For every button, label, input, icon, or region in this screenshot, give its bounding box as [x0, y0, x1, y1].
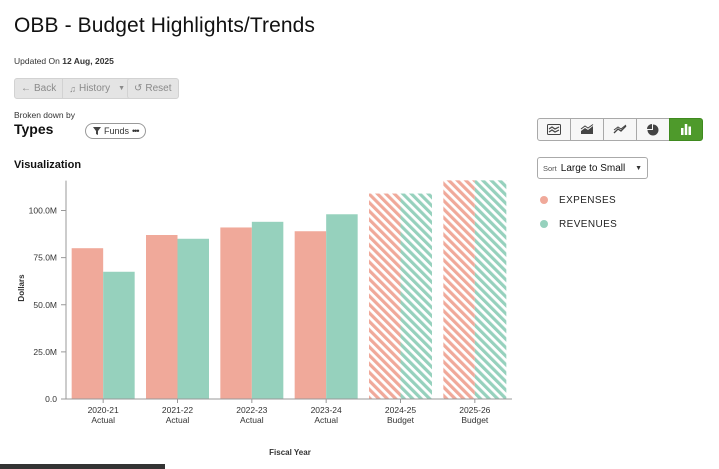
reset-label: Reset [145, 83, 172, 94]
bar-expenses-2021-22 [146, 235, 178, 399]
bar-chart-button[interactable] [669, 118, 703, 141]
x-tick-label-kind: Budget [461, 415, 489, 425]
bar-revenues-2025-26 [474, 180, 507, 399]
visualization-title: Visualization [14, 159, 82, 171]
reset-button[interactable]: ↺ Reset [127, 78, 179, 99]
more-dots-icon: ••• [132, 126, 140, 136]
bar-expenses-2024-25 [369, 193, 401, 399]
bar-revenues-2022-23 [251, 221, 284, 399]
history-dropdown-button[interactable]: ♫ History ▼ [63, 78, 133, 99]
funds-filter-label: Funds [104, 126, 130, 136]
stacked-area-icon [547, 124, 561, 135]
bar-revenues-2024-25 [400, 193, 432, 399]
history-icon: ♫ [69, 83, 76, 94]
x-tick-label-year: 2022-23 [236, 405, 267, 415]
chart-legend: EXPENSES REVENUES [540, 188, 617, 236]
bar-expenses-2023-24 [294, 231, 327, 399]
history-nav-group: ← Back ♫ History ▼ [14, 78, 133, 99]
chart-type-switcher [537, 118, 703, 141]
x-tick-label-year: 2020-21 [88, 405, 119, 415]
history-label: History [78, 83, 111, 94]
y-tick-label: 75.0M [33, 253, 57, 263]
back-button[interactable]: ← Back [14, 78, 64, 99]
pie-chart-button[interactable] [636, 118, 670, 141]
y-axis: 0.0 25.0M 50.0M 75.0M 100.0M [29, 180, 67, 404]
legend-dot-expenses [540, 196, 548, 204]
legend-label-revenues: REVENUES [559, 218, 618, 230]
breakdown-value: Types [14, 121, 54, 137]
caret-down-icon: ▼ [635, 164, 642, 172]
bar-revenues-2020-21 [103, 271, 135, 399]
sort-value: Large to Small [560, 162, 626, 174]
x-axis-title: Fiscal Year [269, 448, 311, 457]
area-chart-button[interactable] [570, 118, 604, 141]
page-title: OBB - Budget Highlights/Trends [14, 14, 316, 37]
sort-dropdown[interactable]: Sort Large to Small ▼ [537, 157, 648, 179]
x-tick-label-year: 2025-26 [459, 405, 490, 415]
legend-label-expenses: EXPENSES [559, 194, 617, 206]
x-tick-label-kind: Actual [314, 415, 338, 425]
bars-group [71, 180, 507, 399]
reset-icon: ↺ [134, 83, 143, 94]
x-tick-label-kind: Actual [166, 415, 190, 425]
x-tick-label-kind: Actual [91, 415, 115, 425]
updated-on-text: Updated On 12 Aug, 2025 [14, 56, 114, 66]
pie-icon [647, 123, 659, 135]
scrollbar-thumb[interactable] [0, 464, 165, 469]
bar-expenses-2022-23 [220, 227, 252, 399]
y-tick-label: 50.0M [33, 300, 57, 310]
updated-prefix: Updated On [14, 56, 60, 66]
funds-filter-pill[interactable]: Funds ••• [85, 123, 147, 139]
legend-item-expenses[interactable]: EXPENSES [540, 188, 617, 212]
y-tick-label: 100.0M [29, 206, 57, 216]
area-icon [580, 124, 594, 134]
x-tick-label-year: 2021-22 [162, 405, 193, 415]
updated-date: 12 Aug, 2025 [62, 56, 114, 66]
x-tick-label-kind: Actual [240, 415, 264, 425]
y-tick-label: 0.0 [45, 394, 57, 404]
line-chart-button[interactable] [603, 118, 637, 141]
x-tick-label-year: 2023-24 [311, 405, 342, 415]
x-tick-label-year: 2024-25 [385, 405, 416, 415]
bar-revenues-2023-24 [326, 214, 358, 399]
line-icon [613, 124, 627, 134]
y-axis-title: Dollars [17, 274, 26, 302]
legend-item-revenues[interactable]: REVENUES [540, 212, 617, 236]
bar-icon [681, 124, 691, 135]
back-label: Back [34, 83, 57, 94]
arrow-left-icon: ← [21, 83, 31, 94]
bar-expenses-2020-21 [71, 248, 104, 399]
stacked-area-chart-button[interactable] [537, 118, 571, 141]
breakdown-caption: Broken down by [14, 110, 75, 120]
x-axis: 2020-21Actual2021-22Actual2022-23Actual2… [66, 398, 512, 425]
sort-label: Sort [543, 163, 557, 173]
bar-expenses-2025-26 [443, 180, 475, 399]
legend-dot-revenues [540, 220, 548, 228]
x-tick-label-kind: Budget [387, 415, 415, 425]
y-tick-label: 25.0M [33, 347, 57, 357]
bar-revenues-2021-22 [177, 238, 209, 399]
caret-down-icon: ▼ [118, 85, 126, 92]
filter-icon [93, 127, 101, 135]
